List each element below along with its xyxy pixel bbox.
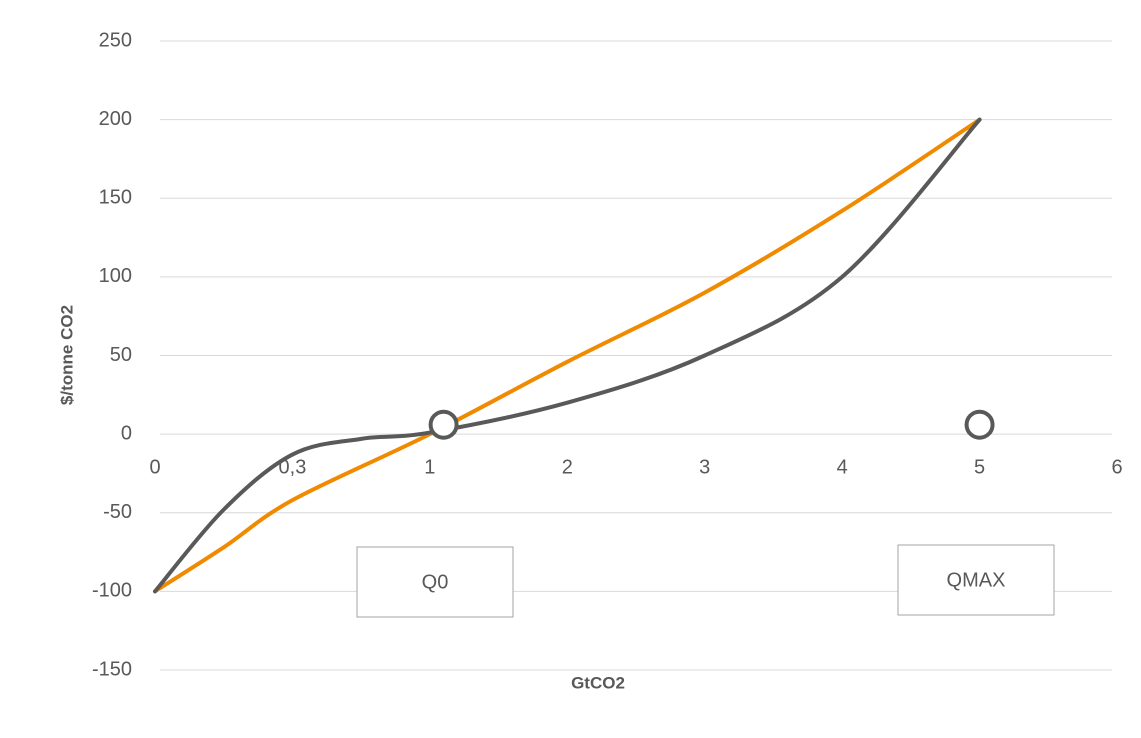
x-tick-label: 6 [1111,456,1122,478]
annotation-label: Q0 [422,571,449,593]
annotation-box [897,544,1055,616]
y-tick-label: 50 [110,344,132,366]
y-tick-label: 250 [99,29,132,51]
x-tick-label: 0 [149,456,160,478]
y-tick-label: 0 [121,422,132,444]
x-tick-label: 3 [699,456,710,478]
annotation-label: QMAX [947,569,1006,591]
x-tick-label: 5 [974,456,985,478]
y-tick-label: 150 [99,187,132,209]
x-tick-label: 2 [562,456,573,478]
line-series [153,117,982,594]
line-series [153,117,982,594]
y-tick-label: -150 [92,658,132,680]
y-tick-label: 200 [99,108,132,130]
y-tick-label: -100 [92,580,132,602]
annotation-box [356,546,514,618]
x-tick-label: 4 [837,456,848,478]
y-tick-label: 100 [99,265,132,287]
marker [964,409,995,440]
x-tick-label: 1 [424,456,435,478]
y-axis-title: $/tonne CO2 [57,305,76,405]
y-tick-label: -50 [103,501,132,523]
x-tick-label: 0,3 [279,456,307,478]
marker [428,409,459,440]
x-axis-title: GtCO2 [571,673,625,692]
